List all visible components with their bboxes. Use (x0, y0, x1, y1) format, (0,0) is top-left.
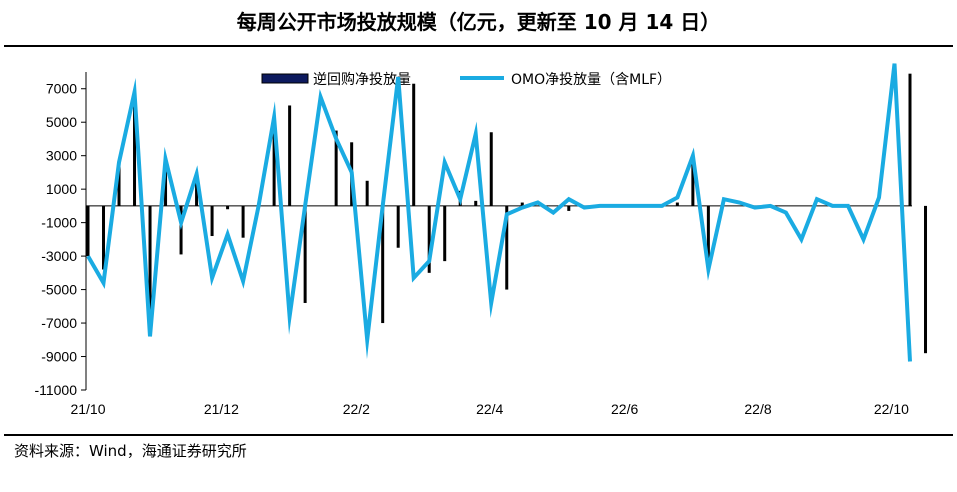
y-axis: 7000 5000 3000 1000 -1000 -3000 -5000 -7000 -900… (34, 72, 87, 398)
omo-line (86, 63, 912, 362)
x-tick-label: 22/4 (476, 401, 503, 417)
bar (117, 162, 121, 206)
bar (520, 202, 524, 206)
y-tick-label: -7000 (41, 315, 77, 331)
bar (288, 105, 292, 206)
bar (474, 200, 478, 206)
bar (210, 205, 214, 237)
bar (148, 205, 152, 337)
bar (427, 205, 431, 273)
bar (102, 205, 106, 270)
bar-series (86, 73, 928, 354)
bar (86, 205, 90, 257)
bar (706, 205, 710, 265)
x-tick-label: 22/10 (874, 401, 909, 417)
bar (272, 118, 276, 206)
bar (908, 73, 912, 206)
bar (133, 92, 137, 206)
y-tick-label: 1000 (46, 181, 77, 197)
legend-label-omo: OMO净投放量（含MLF） (511, 72, 671, 88)
bar (412, 83, 416, 206)
x-tick-label: 21/12 (204, 401, 239, 417)
bar (924, 205, 928, 354)
bar (303, 205, 307, 303)
bar (226, 205, 230, 210)
bar (691, 157, 695, 206)
bar (567, 205, 571, 211)
y-tick-label: -11000 (34, 382, 77, 398)
y-tick-label: -9000 (41, 349, 77, 365)
chart-title: 每周公开市场投放规模（亿元，更新至 10 月 14 日） (236, 10, 721, 34)
bar (675, 202, 679, 206)
bar (365, 180, 369, 206)
y-tick-label: 3000 (46, 148, 77, 164)
bar (195, 172, 199, 206)
bar (179, 205, 183, 255)
legend: 逆回购净投放量 OMO净投放量（含MLF） (261, 72, 671, 88)
bar (334, 130, 338, 206)
chart: 逆回购净投放量 OMO净投放量（含MLF） 7000 5000 3000 1000 -1… (34, 63, 928, 417)
line-series (86, 63, 912, 362)
bar (489, 132, 493, 206)
y-tick-label: -1000 (41, 215, 77, 231)
bar (505, 205, 509, 290)
x-tick-label: 21/10 (70, 401, 105, 417)
x-tick-label: 22/6 (611, 401, 638, 417)
y-tick-label: 5000 (46, 114, 77, 130)
bar (443, 205, 447, 262)
bar (396, 205, 400, 248)
x-tick-label: 22/2 (343, 401, 370, 417)
bar (164, 159, 168, 206)
bar (381, 205, 385, 324)
y-tick-label: 7000 (46, 81, 77, 97)
y-tick-label: -5000 (41, 282, 77, 298)
source-note: 资料来源：Wind，海通证券研究所 (14, 442, 247, 460)
y-tick-label: -3000 (41, 248, 77, 264)
legend-label-reverse-repo: 逆回购净投放量 (313, 72, 411, 88)
bottom-divider (4, 434, 953, 436)
top-divider (4, 45, 953, 47)
bar (241, 205, 245, 238)
legend-swatch-reverse-repo (261, 73, 309, 84)
x-tick-label: 22/8 (744, 401, 771, 417)
